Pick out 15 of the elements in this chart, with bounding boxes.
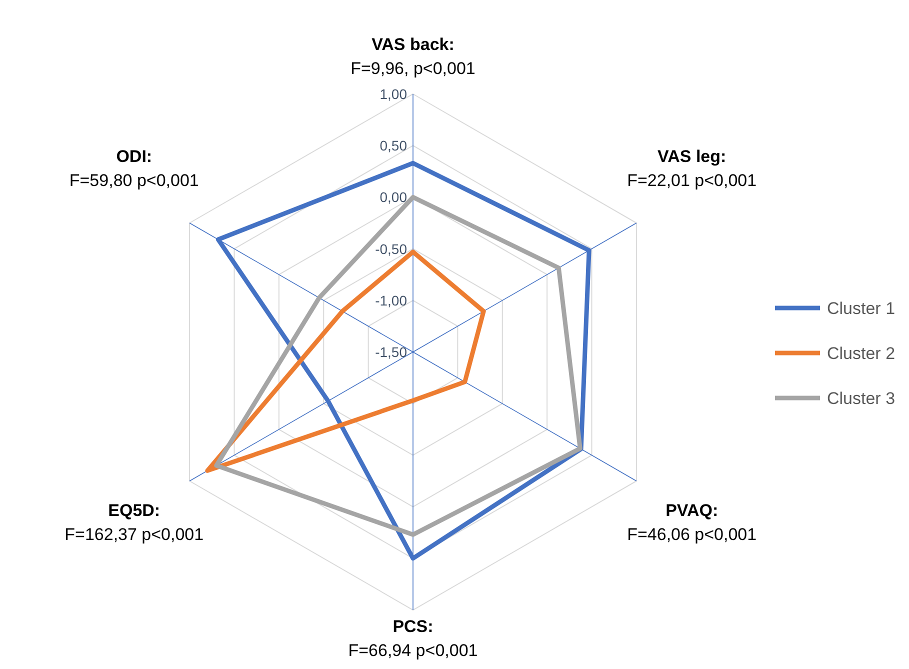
spoke-label: VAS leg: F=22,01 p<0,001: [627, 147, 757, 190]
y-tick-label: 0,00: [380, 189, 408, 206]
spoke-label: VAS back: F=9,96, p<0,001: [350, 35, 476, 78]
y-tick-label: -1,00: [375, 292, 408, 308]
spoke-label: ODI: F=59,80 p<0,001: [69, 147, 199, 190]
y-tick-label: -0,50: [375, 240, 408, 257]
y-tick-label: -1,50: [375, 344, 408, 360]
spoke-label: PCS: F=66,94 p<0,001: [348, 617, 478, 660]
y-tick-label: 1,00: [380, 86, 408, 102]
spoke-label: EQ5D: F=162,37 p<0,001: [64, 501, 204, 544]
legend-label: Cluster 2: [827, 344, 896, 363]
legend-label: Cluster 3: [827, 389, 896, 408]
spoke-label: PVAQ: F=46,06 p<0,001: [627, 501, 757, 544]
y-tick-label: 0,50: [380, 138, 408, 154]
legend-label: Cluster 1: [827, 299, 896, 318]
